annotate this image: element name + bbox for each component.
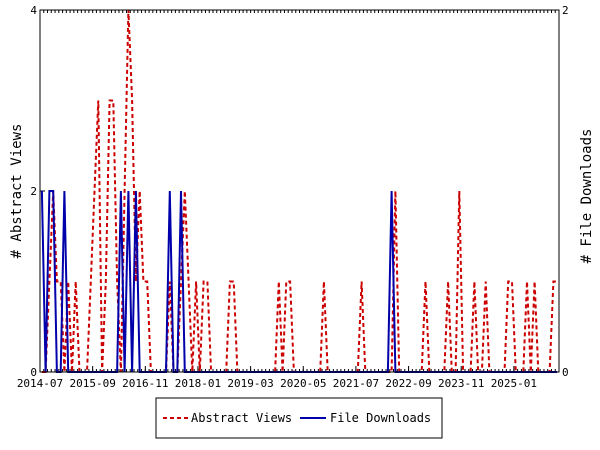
x-tick-label: 2014-07: [17, 377, 63, 390]
x-tick-label: 2019-03: [227, 377, 273, 390]
y-axis-title-right: # File Downloads: [579, 129, 595, 264]
x-tick-label: 2015-09: [69, 377, 115, 390]
x-tick-label: 2020-05: [280, 377, 326, 390]
legend-label-file-downloads: File Downloads: [330, 411, 431, 425]
x-tick-label: 2025-01: [491, 377, 537, 390]
legend-box: [155, 397, 443, 439]
series-line-abstract-views: [41, 9, 558, 373]
x-tick-label: 2022-09: [385, 377, 431, 390]
y-left-tick-label: 0: [30, 366, 37, 379]
x-tick-label: 2016-11: [122, 377, 168, 390]
x-tick-label: 2021-07: [333, 377, 379, 390]
y-right-tick-label: 0: [562, 366, 569, 379]
series-lines: [40, 9, 558, 373]
y-axis-title-left: # Abstract Views: [9, 124, 25, 259]
legend: Abstract Views File Downloads: [155, 397, 443, 439]
x-tick-label: 2018-01: [175, 377, 221, 390]
y-left-tick-label: 4: [30, 4, 37, 17]
y-left-tick-label: 2: [30, 185, 37, 198]
x-tick-label: 2023-11: [438, 377, 484, 390]
plot-frame: [39, 9, 560, 373]
y-right-tick-label: 2: [562, 4, 569, 17]
legend-label-abstract-views: Abstract Views: [191, 411, 292, 425]
